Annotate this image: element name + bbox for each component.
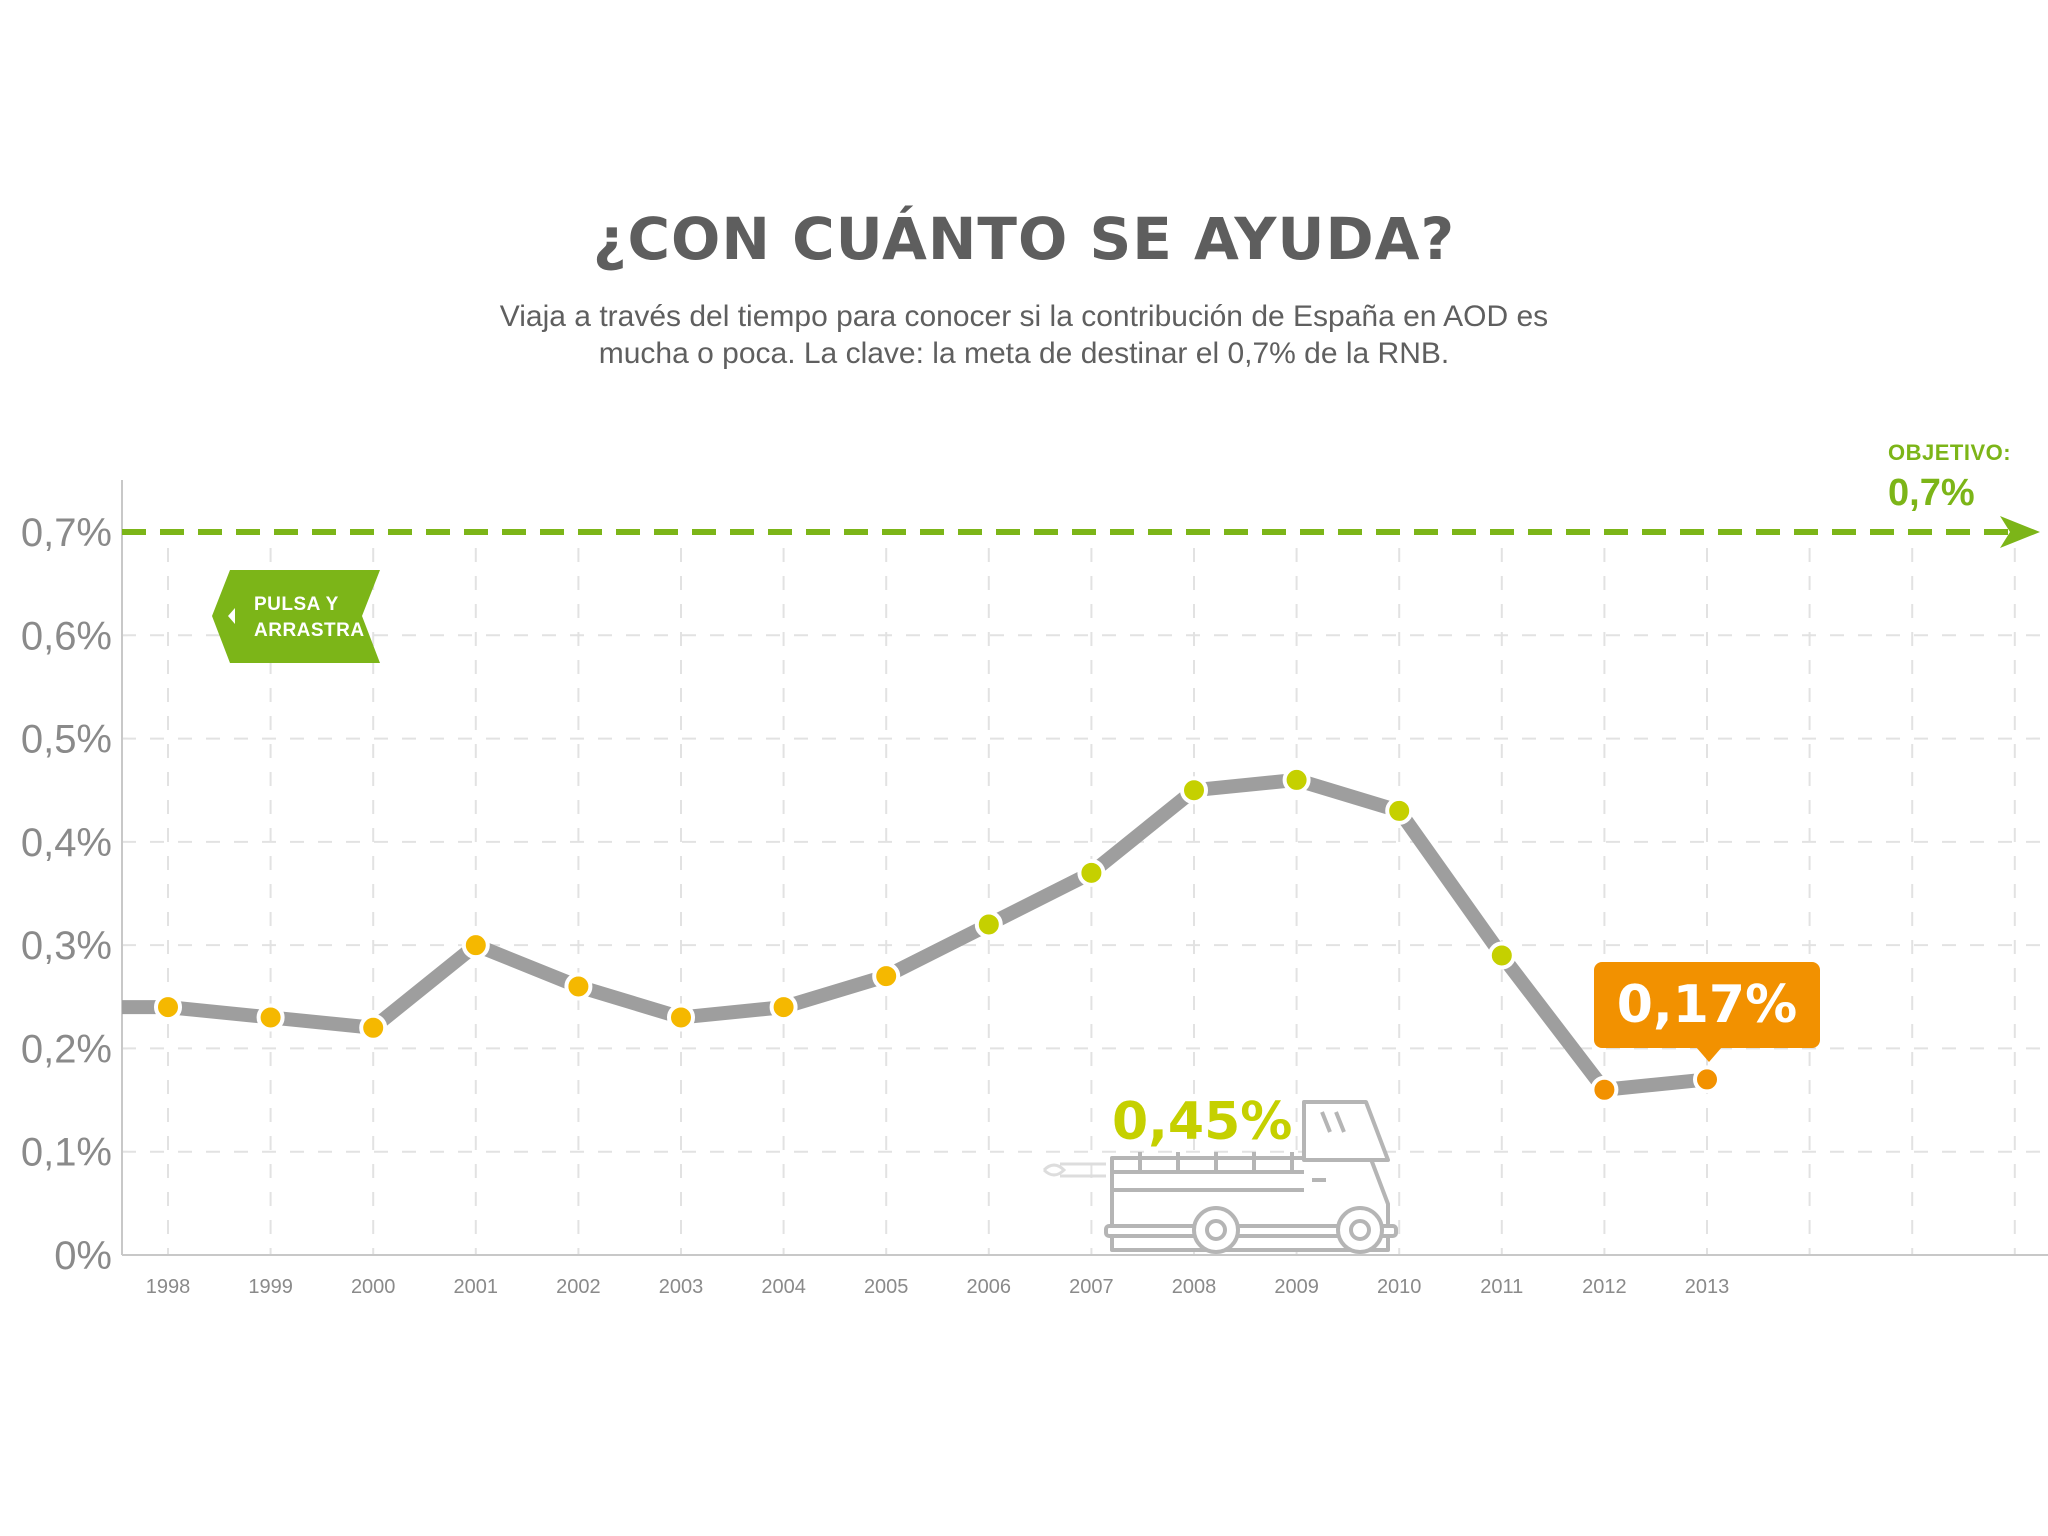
data-point: [461, 931, 490, 960]
data-point: [769, 993, 798, 1022]
x-tick-label: 2007: [1069, 1276, 1114, 1298]
data-point: [1693, 1065, 1721, 1094]
smoke-puff-icon: [1042, 1163, 1067, 1177]
page-subtitle: Viaja a través del tiempo para conocer s…: [424, 298, 1624, 372]
x-tick-label: 2000: [351, 1276, 396, 1298]
data-point: [1180, 776, 1208, 805]
data-point: [667, 1003, 695, 1032]
series-line: [122, 772, 1708, 1097]
x-tick-label: 2008: [1172, 1276, 1217, 1298]
x-tick-label: 2010: [1377, 1276, 1422, 1298]
x-tick-label: 2009: [1274, 1276, 1319, 1298]
highlight-value-bubble: 0,17%: [1594, 962, 1820, 1062]
data-point: [359, 1013, 388, 1042]
x-tick-label: 1998: [146, 1276, 191, 1298]
objective-label: OBJETIVO:: [1888, 440, 2012, 465]
y-tick-label: 0,7%: [21, 511, 112, 555]
chevron-left-icon: [228, 608, 235, 624]
time-travel-truck-handle[interactable]: 0,45%: [1040, 1088, 1410, 1258]
y-tick-label: 0,3%: [21, 924, 112, 968]
data-point: [1590, 1075, 1619, 1104]
y-tick-label: 0,6%: [21, 614, 112, 658]
data-point: [154, 993, 182, 1022]
subtitle-line-2: mucha o poca. La clave: la meta de desti…: [598, 337, 1450, 370]
arrow-right-icon: [2000, 516, 2040, 548]
data-point: [1487, 941, 1516, 970]
drag-hint-tag-shape: [212, 570, 380, 663]
drag-hint-line-2: ARRASTRA: [254, 620, 365, 641]
y-tick-label: 0,4%: [21, 821, 112, 865]
data-point: [1385, 796, 1414, 825]
x-tick-label: 2005: [864, 1276, 909, 1298]
x-tick-label: 2001: [454, 1276, 499, 1298]
x-tick-label: 1999: [248, 1276, 293, 1298]
truck-icon: [1042, 1100, 1398, 1254]
x-tick-label: 2004: [761, 1276, 806, 1298]
x-tick-label: 2013: [1685, 1276, 1730, 1298]
drag-hint-button[interactable]: PULSA Y ARRASTRA: [212, 570, 380, 663]
y-tick-label: 0,5%: [21, 718, 112, 762]
y-tick-label: 0,2%: [21, 1027, 112, 1071]
subtitle-line-1: Viaja a través del tiempo para conocer s…: [499, 300, 1549, 333]
x-tick-label: 2003: [659, 1276, 704, 1298]
truck-value-label: 0,45%: [1112, 1092, 1293, 1152]
data-point: [564, 972, 593, 1001]
objective-value: 0,7%: [1888, 472, 1975, 514]
drag-hint-text: PULSA Y ARRASTRA: [254, 592, 365, 644]
x-tick-label: 2012: [1582, 1276, 1627, 1298]
x-tick-label: 2011: [1480, 1276, 1523, 1298]
data-point: [974, 910, 1003, 939]
data-point: [1282, 765, 1311, 794]
page-title: ¿CON CUÁNTO SE AYUDA?: [592, 205, 1456, 273]
x-tick-label: 2006: [967, 1276, 1012, 1298]
data-point: [1077, 858, 1106, 887]
x-tick-label: 2002: [556, 1276, 601, 1298]
data-point: [872, 962, 901, 991]
y-tick-label: 0,1%: [21, 1131, 112, 1175]
drag-hint-line-1: PULSA Y: [254, 594, 339, 615]
data-point: [256, 1003, 285, 1032]
y-tick-label: 0%: [54, 1234, 112, 1278]
